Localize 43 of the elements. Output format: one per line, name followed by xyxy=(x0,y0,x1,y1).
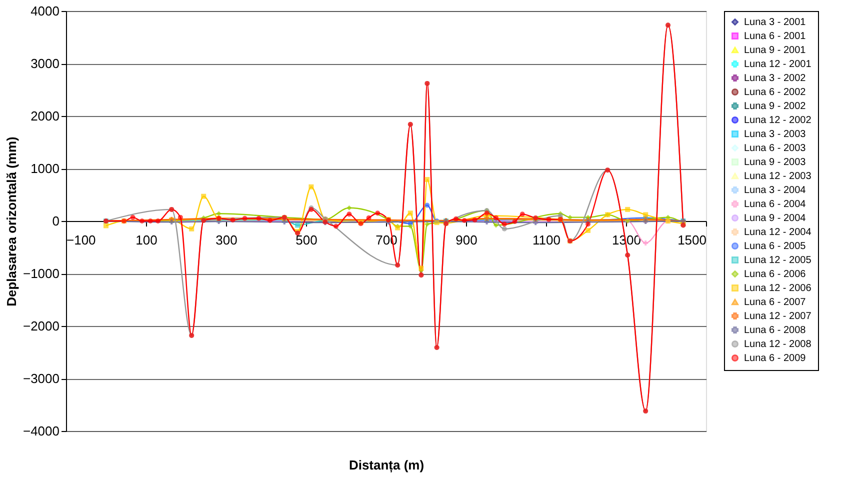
legend-label: Luna 12 - 2007 xyxy=(744,311,812,322)
legend-label: Luna 12 - 2005 xyxy=(744,255,812,266)
y-tick-label: 0 xyxy=(52,214,60,228)
x-tick-label: 900 xyxy=(456,232,478,248)
legend-label: Luna 9 - 2002 xyxy=(744,101,806,112)
legend-label: Luna 12 - 2006 xyxy=(744,283,812,294)
y-tick-label: −1000 xyxy=(22,266,60,281)
y-tick-label: −4000 xyxy=(22,424,60,438)
legend-label: Luna 6 - 2008 xyxy=(744,325,806,336)
legend-label: Luna 3 - 2002 xyxy=(744,73,806,84)
legend-label: Luna 9 - 2004 xyxy=(744,213,806,224)
y-tick-label: 3000 xyxy=(30,56,60,71)
legend-label: Luna 6 - 2006 xyxy=(744,269,806,280)
legend-label: Luna 6 - 2001 xyxy=(744,31,806,42)
x-tick-label: 500 xyxy=(296,232,318,248)
y-tick-label: −3000 xyxy=(22,371,60,386)
y-tick-label: 1000 xyxy=(30,161,60,176)
legend-label: Luna 3 - 2004 xyxy=(744,185,806,196)
y-tick-label: −2000 xyxy=(22,318,60,334)
x-axis-title: Distanța (m) xyxy=(348,458,424,474)
y-tick-label: 4000 xyxy=(30,4,60,18)
y-axis-title: Deplasarea orizontală (mm) xyxy=(4,136,19,306)
legend-label: Luna 12 - 2001 xyxy=(744,59,812,70)
legend-label: Luna 3 - 2001 xyxy=(744,17,806,28)
legend-label: Luna 6 - 2002 xyxy=(744,87,806,98)
x-tick-label: 300 xyxy=(216,232,238,248)
legend-label: Luna 6 - 2007 xyxy=(744,297,806,308)
legend-label: Luna 12 - 2004 xyxy=(744,227,812,238)
legend-label: Luna 9 - 2003 xyxy=(744,157,806,168)
x-tick-label: −100 xyxy=(66,232,96,248)
x-tick-label: 1100 xyxy=(532,232,560,248)
legend-label: Luna 6 - 2005 xyxy=(744,241,806,252)
x-tick-label: 1500 xyxy=(678,232,706,248)
x-tick-label: 100 xyxy=(136,232,158,248)
legend-label: Luna 6 - 2004 xyxy=(744,199,806,210)
legend-label: Luna 12 - 2003 xyxy=(744,171,812,182)
legend-label: Luna 9 - 2001 xyxy=(744,45,806,56)
y-tick-label: 2000 xyxy=(30,108,60,124)
legend-label: Luna 6 - 2009 xyxy=(744,353,806,364)
legend-label: Luna 12 - 2008 xyxy=(744,339,812,350)
legend-label: Luna 3 - 2003 xyxy=(744,129,806,140)
legend-label: Luna 6 - 2003 xyxy=(744,143,806,154)
legend-label: Luna 12 - 2002 xyxy=(744,115,812,126)
